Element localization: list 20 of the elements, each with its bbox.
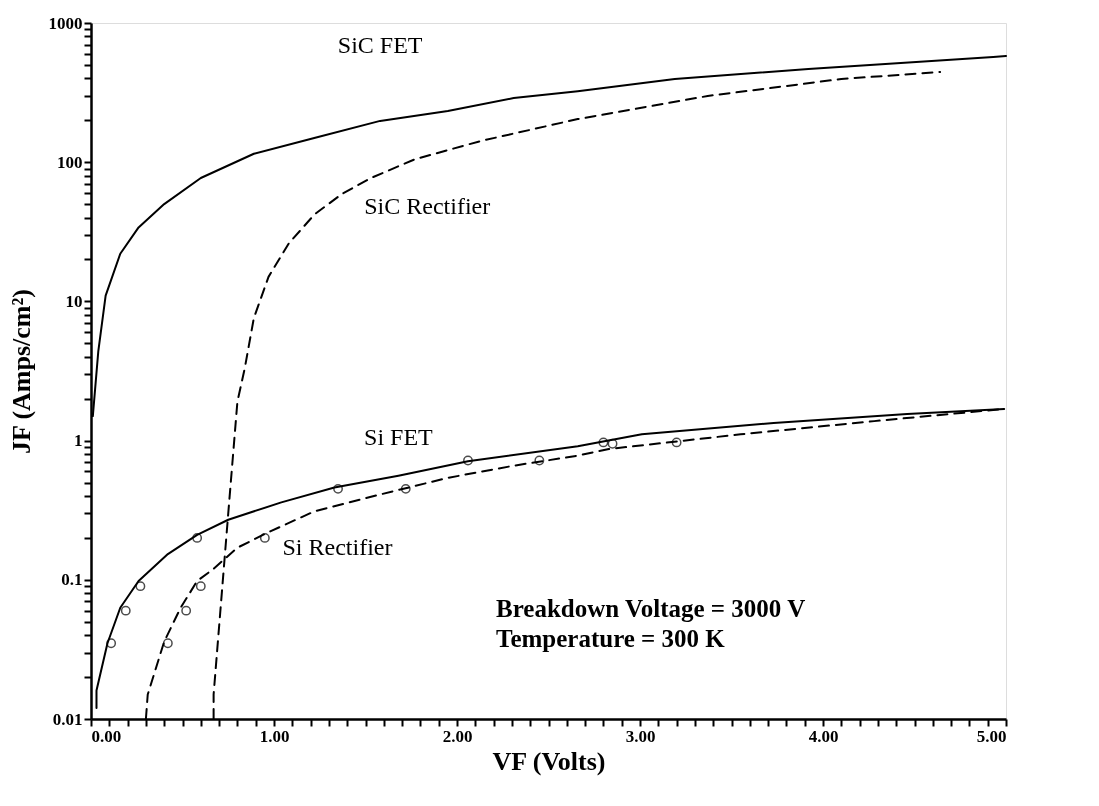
x-tick-label: 5.00 — [976, 726, 1007, 746]
x-tick-label: 0.00 — [91, 726, 122, 746]
y-tick-label: 0.01 — [52, 709, 83, 729]
series-label: SiC Rectifier — [364, 192, 491, 219]
x-tick-label: 2.00 — [442, 726, 473, 746]
y-tick-label: 1000 — [48, 13, 83, 33]
annotation: Temperature = 300 K — [496, 625, 726, 652]
annotation: Breakdown Voltage = 3000 V — [496, 595, 806, 622]
text: SiC FET — [337, 31, 423, 58]
x-tick-label: 3.00 — [625, 726, 656, 746]
y-tick-label: 1 — [74, 431, 83, 451]
x-tick-label: 4.00 — [808, 726, 839, 746]
y-axis-title: JF (Amps/cm²) — [6, 289, 36, 454]
x-tick-label: 1.00 — [259, 726, 290, 746]
series-label: Si Rectifier — [282, 534, 393, 561]
y-tick-label: 0.1 — [61, 570, 83, 590]
series-label: Si FET — [364, 423, 434, 450]
x-axis-title: VF (Volts) — [492, 746, 606, 776]
y-tick-label: 10 — [65, 291, 83, 311]
y-tick-label: 100 — [57, 152, 83, 172]
